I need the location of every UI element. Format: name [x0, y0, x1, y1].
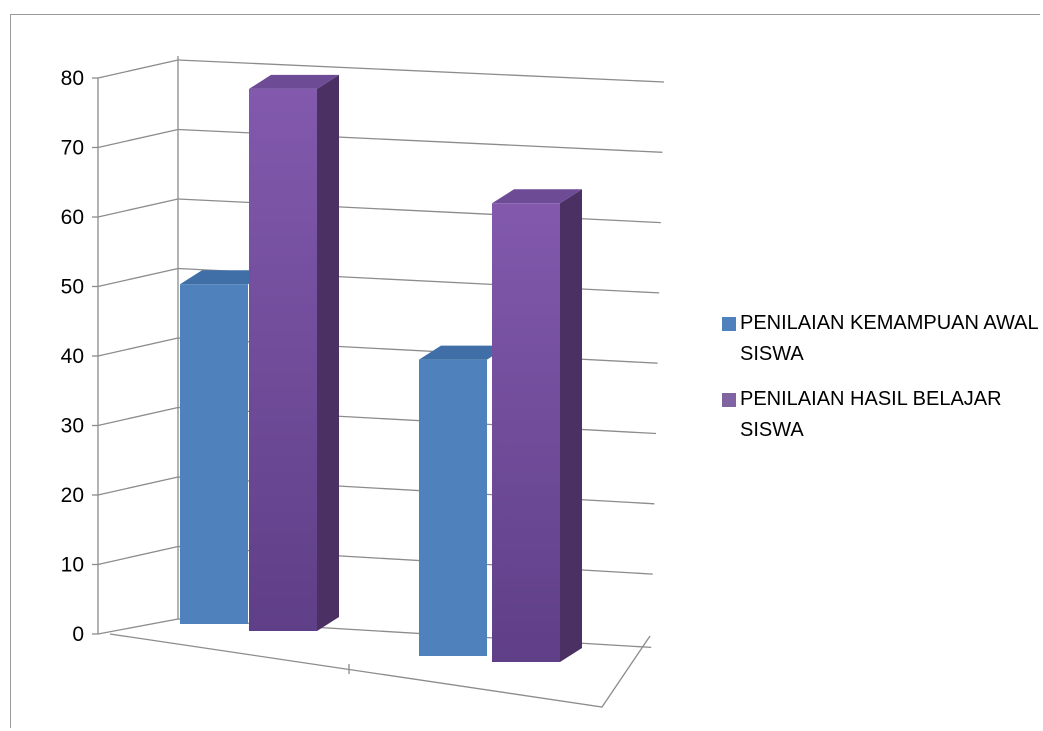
bar-side-c2-s2	[560, 189, 582, 663]
gridline-side-40	[97, 337, 179, 357]
bar-top-c1-s1	[180, 270, 270, 285]
y-tick-label-10: 10	[61, 554, 84, 577]
gridline-side-60	[97, 198, 179, 218]
bars	[180, 74, 582, 663]
bar-front-c2-s1	[419, 359, 487, 656]
gridline-side-30	[97, 406, 179, 427]
legend-label-series-2: PENILAIAN HASIL BELAJAR SISWA	[740, 388, 1002, 441]
legend-label-series-1: PENILAIAN KEMAMPUAN AWAL SISWA	[740, 312, 1038, 365]
y-tick-label-60: 60	[61, 206, 84, 229]
gridline-side-0	[97, 618, 179, 635]
y-tick-label-20: 20	[61, 484, 84, 507]
bar-top-c2-s2	[492, 189, 582, 204]
bar-top-c1-s2	[249, 74, 339, 89]
legend-swatch-series-1	[722, 317, 736, 331]
legend: PENILAIAN KEMAMPUAN AWAL SISWA PENILAIAN…	[722, 308, 1042, 460]
gridline-side-10	[97, 545, 179, 566]
y-axis-tick-labels: 0 10 20 30 40 50 60 70 80	[61, 67, 84, 646]
y-tick-label-70: 70	[61, 137, 84, 160]
y-tick-label-0: 0	[72, 623, 84, 646]
gridline-side-70	[97, 128, 179, 149]
gridline-side-80	[97, 59, 179, 79]
y-tick-label-30: 30	[61, 415, 84, 438]
gridline-side-50	[97, 267, 179, 288]
bar-side-c1-s2	[317, 74, 339, 631]
gridline-side-20	[97, 476, 179, 496]
legend-item-series-2: PENILAIAN HASIL BELAJAR SISWA	[722, 384, 1042, 446]
bar-front-c1-s2	[249, 88, 317, 631]
bar-top-c2-s1	[419, 345, 509, 360]
y-tick-label-50: 50	[61, 276, 84, 299]
legend-swatch-series-2	[722, 393, 736, 407]
y-tick-label-80: 80	[61, 67, 84, 90]
gridline-back-80	[177, 59, 665, 83]
floor-outline	[109, 633, 651, 708]
bar-front-c2-s2	[492, 203, 560, 663]
legend-item-series-1: PENILAIAN KEMAMPUAN AWAL SISWA	[722, 308, 1042, 370]
bar-front-c1-s1	[180, 284, 248, 624]
axes	[92, 56, 651, 708]
chart-area	[10, 14, 1040, 728]
y-tick-label-40: 40	[61, 345, 84, 368]
